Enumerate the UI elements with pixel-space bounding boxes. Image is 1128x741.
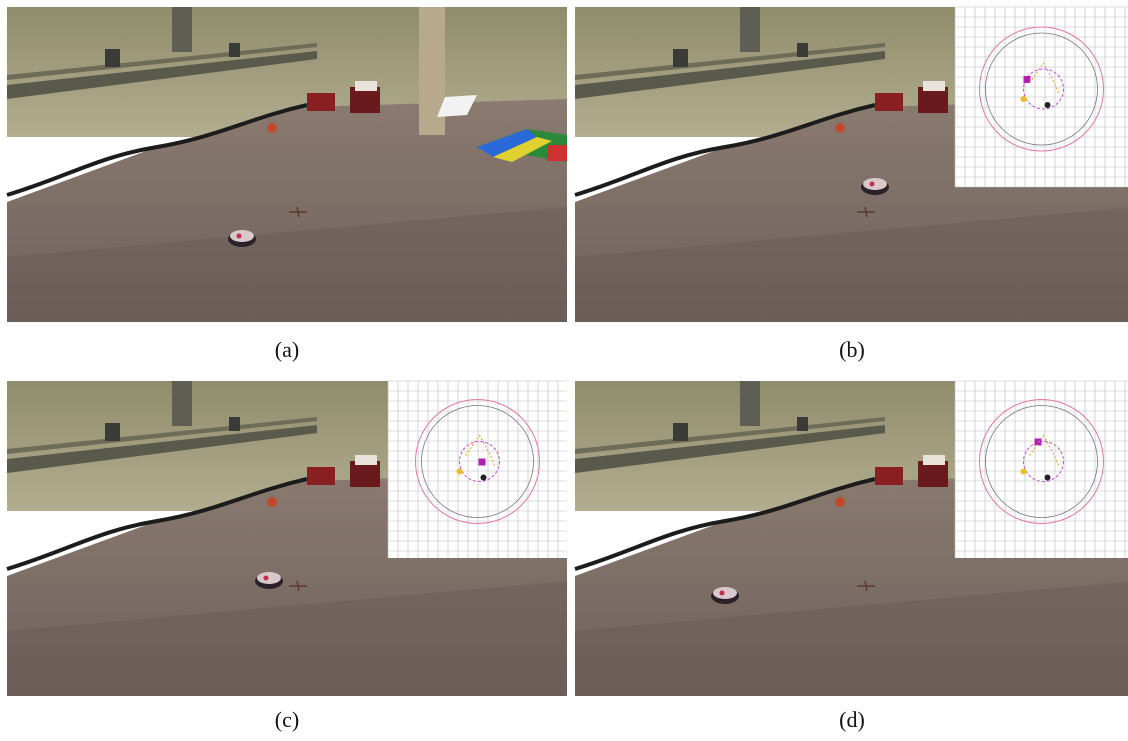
robot-top (230, 230, 254, 242)
agent (1045, 102, 1051, 108)
wall-box (172, 381, 192, 426)
robot-marker (237, 234, 242, 239)
drone (267, 497, 277, 507)
panel-caption: (a) (275, 337, 299, 362)
wall-box (797, 43, 808, 57)
figure: (a) (b) (c) (d) (0, 0, 1128, 741)
ground-robot (875, 467, 903, 485)
ground-robot (307, 93, 335, 111)
panel-caption: (d) (839, 707, 865, 732)
wall-box (105, 49, 120, 67)
robot-marker (720, 591, 725, 596)
photo-panel (7, 381, 567, 696)
wall-box (105, 423, 120, 441)
photo-panel (575, 381, 1128, 696)
ground-robot (875, 93, 903, 111)
drone (267, 123, 277, 133)
wall-box (797, 417, 808, 431)
agent (1021, 469, 1027, 475)
robot-top (713, 587, 737, 599)
map-background (955, 381, 1128, 558)
wall-box (229, 417, 240, 431)
wall-box (172, 7, 192, 52)
robot-top (863, 178, 887, 190)
robot-marker (264, 576, 269, 581)
target (479, 459, 486, 466)
drone (835, 497, 845, 507)
page: {"panels": [{"label": "(a)"}, {"label": … (0, 0, 1128, 741)
agent (457, 469, 463, 475)
ground-robot-top (923, 81, 945, 91)
wall-box (229, 43, 240, 57)
ground-robot-top (923, 455, 945, 465)
robot-top (257, 572, 281, 584)
wall-box (673, 49, 688, 67)
ground-robot-top (355, 455, 377, 465)
agent (481, 475, 487, 481)
map-background (388, 381, 567, 558)
photo-panel (7, 7, 567, 322)
agent (1045, 475, 1051, 481)
target (1024, 76, 1031, 83)
map-inset (388, 381, 567, 558)
wall-box (740, 7, 760, 52)
drone (835, 123, 845, 133)
panel-caption: (c) (275, 707, 299, 732)
photo-panel (575, 7, 1128, 322)
panel-caption: (b) (839, 337, 865, 362)
map-inset (955, 381, 1128, 558)
wall-box (740, 381, 760, 426)
agent (1021, 96, 1027, 102)
map-inset (955, 7, 1128, 187)
target (1035, 439, 1042, 446)
robot-marker (870, 182, 875, 187)
mat-red (547, 145, 567, 161)
wall-box (673, 423, 688, 441)
ground-robot (307, 467, 335, 485)
ground-robot-top (355, 81, 377, 91)
